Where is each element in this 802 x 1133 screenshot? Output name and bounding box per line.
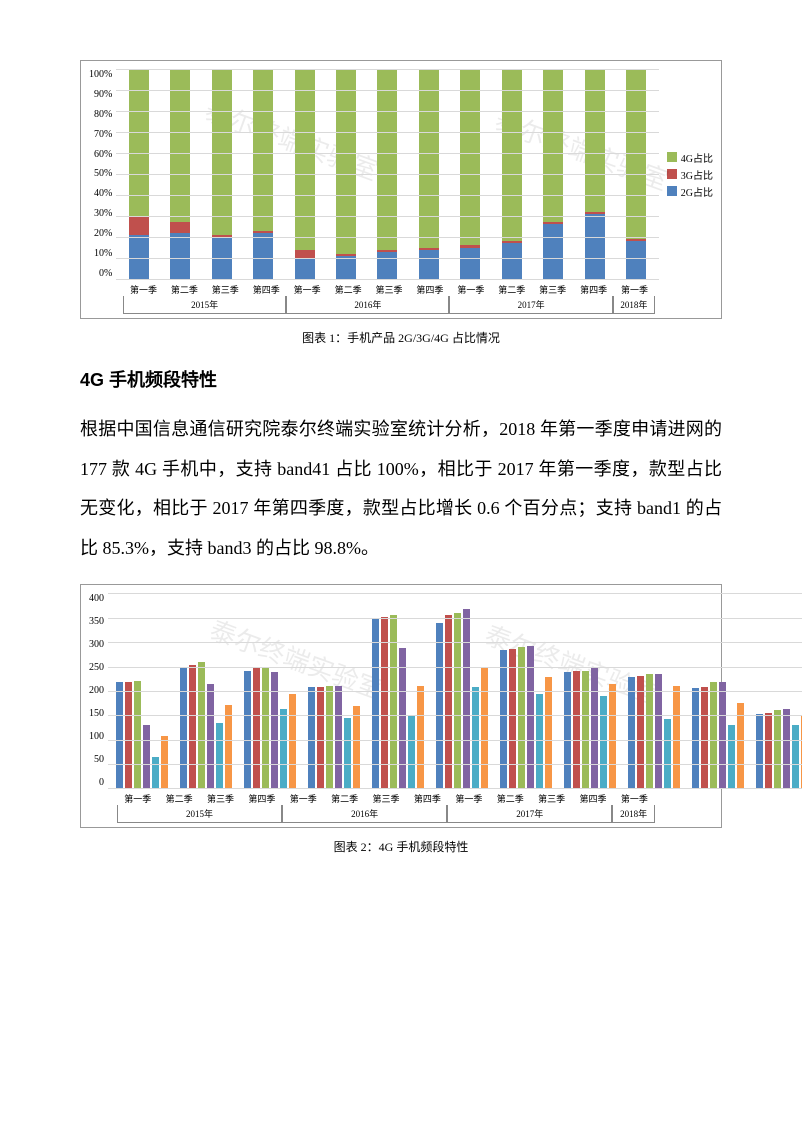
chart-1-area: 100%90%80%70%60%50%40%30%20%10%0% 4G占比 3G… xyxy=(89,69,713,279)
section-title: 4G 手机频段特性 xyxy=(80,366,722,392)
chart-1-yaxis: 100%90%80%70%60%50%40%30%20%10%0% xyxy=(89,69,116,279)
legend-item: 2G占比 xyxy=(667,184,713,199)
chart-2-year-row: 2015年2016年2017年2018年 xyxy=(117,805,655,823)
chart-2-plot xyxy=(108,593,802,788)
chart-1-year-row: 2015年2016年2017年2018年 xyxy=(123,296,655,314)
chart-2-caption: 图表 2：4G 手机频段特性 xyxy=(80,838,722,855)
body-paragraph: 根据中国信息通信研究院泰尔终端实验室统计分析，2018 年第一季度申请进网的 1… xyxy=(80,410,722,568)
document-page: 泰尔终端实验室 泰尔终端实验室 100%90%80%70%60%50%40%30… xyxy=(0,0,802,915)
chart-1-plot xyxy=(116,69,658,279)
chart-2-xaxis: 第一季第二季第三季第四季第一季第二季第三季第四季第一季第二季第三季第四季第一季 xyxy=(117,788,655,805)
legend-item: 3G占比 xyxy=(667,167,713,182)
chart-1-legend: 4G占比 3G占比 2G占比 xyxy=(659,148,713,201)
chart-1-box: 泰尔终端实验室 泰尔终端实验室 100%90%80%70%60%50%40%30… xyxy=(80,60,722,319)
chart-2-box: 泰尔终端实验室 泰尔终端实验室 400350300250200150100500… xyxy=(80,584,722,828)
legend-item: 4G占比 xyxy=(667,150,713,165)
chart-1-caption: 图表 1：手机产品 2G/3G/4G 占比情况 xyxy=(80,329,722,346)
chart-1-xaxis: 第一季第二季第三季第四季第一季第二季第三季第四季第一季第二季第三季第四季第一季 xyxy=(123,279,655,296)
chart-2-yaxis: 400350300250200150100500 xyxy=(89,593,108,788)
chart-2-area: 400350300250200150100500 Band38Band39Ban… xyxy=(89,593,713,788)
